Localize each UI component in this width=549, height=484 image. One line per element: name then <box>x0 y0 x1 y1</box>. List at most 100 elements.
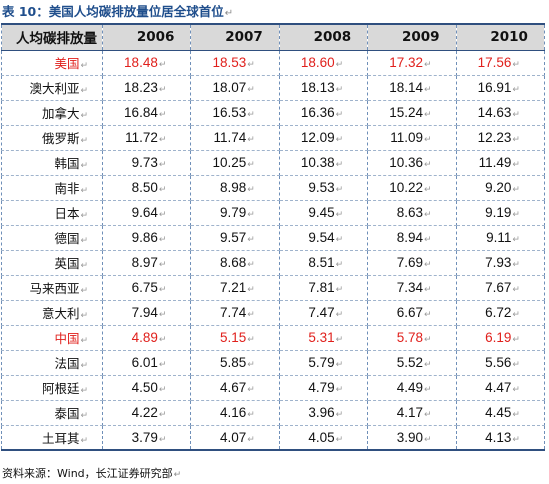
value-cell: 10.36↵ <box>367 150 457 176</box>
paragraph-mark-icon: ↵ <box>424 260 432 270</box>
value-cell: 6.67↵ <box>367 300 457 326</box>
value-cell: 7.94↵ <box>101 300 192 326</box>
country-name: 德国 <box>54 231 80 246</box>
value-cell: 4.16↵ <box>190 400 280 426</box>
value-cell: 18.23↵ <box>101 75 192 101</box>
value-cell: 8.68↵ <box>190 250 280 276</box>
paragraph-mark-icon: ↵ <box>247 135 255 145</box>
value-text: 18.07 <box>212 80 247 95</box>
paragraph-mark-icon: ↵ <box>158 260 167 270</box>
value-text: 17.32 <box>389 55 424 70</box>
country-cell: 法国↵ <box>1 350 103 376</box>
country-cell: 俄罗斯↵ <box>1 125 103 151</box>
value-text: 15.24 <box>389 105 424 120</box>
value-text: 3.90 <box>396 429 424 445</box>
value-cell: 4.67↵ <box>190 375 280 401</box>
paragraph-mark-icon: ↵ <box>247 210 255 220</box>
value-cell: 9.20↵ <box>455 175 545 201</box>
paragraph-mark-icon: ↵ <box>247 185 255 195</box>
value-cell: 4.49↵ <box>367 375 457 401</box>
country-name: 阿根廷 <box>41 381 80 396</box>
paragraph-mark-icon: ↵ <box>80 111 88 121</box>
paragraph-mark-icon: ↵ <box>158 335 167 345</box>
value-cell: 9.53↵ <box>278 175 369 201</box>
paragraph-mark-icon: ↵ <box>512 410 520 420</box>
paragraph-mark-icon: ↵ <box>424 85 432 95</box>
value-cell: 10.25↵ <box>190 150 280 176</box>
value-cell: 18.14↵ <box>367 75 457 101</box>
value-cell: 9.45↵ <box>278 200 369 226</box>
value-text: 12.09 <box>300 130 335 145</box>
value-cell: 16.36↵ <box>278 100 369 126</box>
value-text: 12.23 <box>477 130 512 145</box>
country-cell: 泰国↵ <box>1 400 103 426</box>
country-cell: 韩国↵ <box>1 150 103 176</box>
value-cell: 11.09↵ <box>367 125 457 151</box>
country-cell: 阿根廷↵ <box>1 375 103 401</box>
paragraph-mark-icon: ↵ <box>512 285 520 295</box>
paragraph-mark-icon: ↵ <box>247 235 255 245</box>
value-cell: 10.38↵ <box>278 150 369 176</box>
paragraph-mark-icon: ↵ <box>424 410 432 420</box>
header-cell-metric: 人均碳排放量 <box>1 23 103 51</box>
value-cell: 9.11↵ <box>455 225 545 251</box>
paragraph-mark-icon: ↵ <box>512 235 520 245</box>
value-text: 3.96 <box>308 405 335 420</box>
country-name: 南非 <box>54 181 80 196</box>
value-cell: 4.45↵ <box>455 400 545 426</box>
country-cell: 土耳其↵ <box>1 425 103 451</box>
value-text: 5.79 <box>308 355 335 370</box>
paragraph-mark-icon: ↵ <box>158 235 167 245</box>
value-cell: 5.78↵ <box>367 325 457 351</box>
value-text: 6.67 <box>396 305 424 320</box>
value-cell: 8.50↵ <box>101 175 192 201</box>
value-cell: 5.56↵ <box>455 350 545 376</box>
paragraph-mark-icon: ↵ <box>335 310 344 320</box>
value-cell: 11.74↵ <box>190 125 280 151</box>
value-cell: 9.73↵ <box>101 150 192 176</box>
value-text: 7.93 <box>485 255 512 270</box>
value-text: 14.63 <box>477 105 512 120</box>
paragraph-mark-icon: ↵ <box>335 360 344 370</box>
country-name: 法国 <box>54 356 80 371</box>
value-cell: 9.54↵ <box>278 225 369 251</box>
value-cell: 7.34↵ <box>367 275 457 301</box>
value-cell: 7.67↵ <box>455 275 545 301</box>
paragraph-mark-icon: ↵ <box>424 185 432 195</box>
value-cell: 18.07↵ <box>190 75 280 101</box>
value-text: 16.84 <box>124 105 158 120</box>
value-text: 4.07 <box>219 429 247 445</box>
paragraph-mark-icon: ↵ <box>335 60 344 70</box>
value-cell: 7.93↵ <box>455 250 545 276</box>
value-text: 9.20 <box>485 180 512 195</box>
value-cell: 4.05↵ <box>278 425 369 451</box>
value-text: 9.86 <box>131 230 158 245</box>
paragraph-mark-icon: ↵ <box>80 311 88 321</box>
value-text: 7.34 <box>396 280 424 295</box>
paragraph-mark-icon: ↵ <box>247 335 255 345</box>
value-cell: 3.96↵ <box>278 400 369 426</box>
header-cell-year: 2007 <box>190 23 280 51</box>
value-cell: 4.22↵ <box>101 400 192 426</box>
value-text: 7.47 <box>308 305 335 320</box>
value-text: 6.01 <box>131 355 158 370</box>
value-text: 3.79 <box>131 429 158 445</box>
value-text: 11.09 <box>390 130 424 145</box>
value-cell: 8.51↵ <box>278 250 369 276</box>
paragraph-mark-icon: ↵ <box>424 285 432 295</box>
paragraph-mark-icon: ↵ <box>335 335 344 345</box>
value-text: 10.36 <box>389 155 424 170</box>
table-row: 泰国↵ 4.22↵ 4.16↵ 3.96↵ 4.17↵ 4.45↵ <box>1 400 545 426</box>
paragraph-mark-icon: ↵ <box>512 185 520 195</box>
value-cell: 9.57↵ <box>190 225 280 251</box>
paragraph-mark-icon: ↵ <box>335 185 344 195</box>
value-text: 16.36 <box>300 105 335 120</box>
paragraph-mark-icon: ↵ <box>158 210 167 220</box>
value-text: 8.63 <box>396 205 424 220</box>
value-text: 18.23 <box>124 80 158 95</box>
paragraph-mark-icon: ↵ <box>424 335 432 345</box>
paragraph-mark-icon: ↵ <box>424 160 432 170</box>
paragraph-mark-icon: ↵ <box>247 60 255 70</box>
value-text: 18.13 <box>300 80 335 95</box>
paragraph-mark-icon: ↵ <box>80 236 88 246</box>
